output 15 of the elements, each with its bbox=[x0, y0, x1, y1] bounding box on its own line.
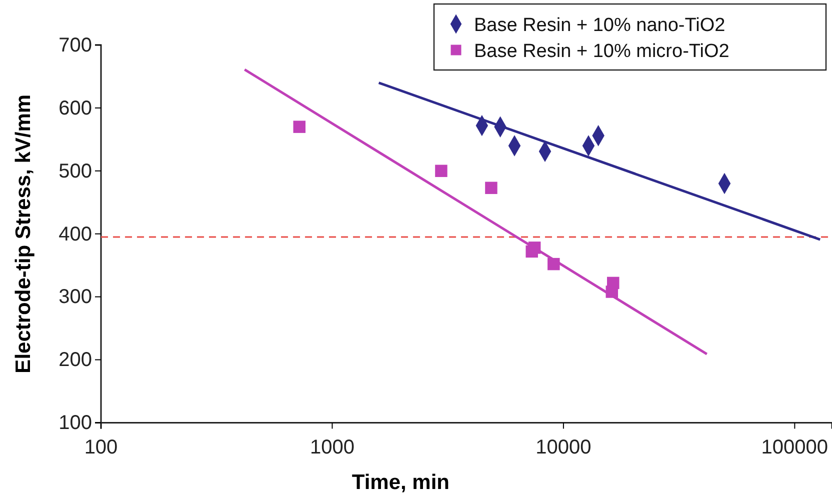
x-tick-label: 10000 bbox=[536, 436, 592, 459]
y-tick-label: 500 bbox=[58, 160, 92, 182]
y-tick-label: 400 bbox=[58, 223, 92, 246]
y-tick-label: 600 bbox=[58, 97, 92, 120]
x-tick-label: 1000 bbox=[310, 436, 354, 459]
x-axis-title: Time, min bbox=[352, 471, 450, 494]
y-tick-label: 100 bbox=[58, 412, 92, 434]
legend-label: Base Resin + 10% nano-TiO2 bbox=[474, 15, 726, 36]
y-tick-label: 300 bbox=[58, 286, 92, 308]
legend-label: Base Resin + 10% micro-TiO2 bbox=[474, 41, 730, 62]
x-tick-label: 100 bbox=[84, 436, 118, 459]
y-axis-title: Electrode-tip Stress, kV/mm bbox=[12, 94, 35, 374]
x-tick-label: 100000 bbox=[761, 436, 828, 459]
y-tick-label: 700 bbox=[58, 34, 92, 56]
y-tick-label: 200 bbox=[58, 349, 92, 372]
